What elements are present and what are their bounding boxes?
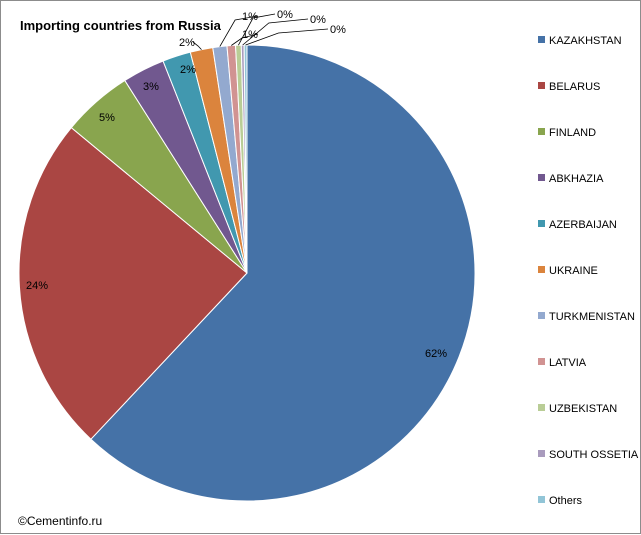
data-label-south-ossetia: 0% (310, 14, 326, 26)
leader-line-others (245, 28, 329, 46)
legend-swatch-abkhazia (538, 174, 545, 181)
legend-swatch-others (538, 496, 545, 503)
data-label-abkhazia: 3% (143, 81, 159, 93)
data-label-finland: 5% (99, 112, 115, 124)
legend-label-azerbaijan: AZERBAIJAN (549, 219, 617, 231)
legend-swatch-uzbekistan (538, 404, 545, 411)
legend-label-abkhazia: ABKHAZIA (549, 173, 604, 185)
pie-slice-kazakhstan (90, 44, 476, 502)
data-label-uzbekistan: 0% (277, 9, 293, 21)
pie-slices (18, 44, 476, 502)
leader-line-ukraine (192, 41, 202, 50)
legend-swatch-finland (538, 128, 545, 135)
leader-lines (192, 13, 329, 50)
legend-swatch-south-ossetia (538, 450, 545, 457)
legend-label-belarus: BELARUS (549, 81, 600, 93)
leader-line-south-ossetia (242, 18, 309, 46)
pie-slice-belarus (18, 126, 248, 440)
data-label-others: 0% (330, 24, 346, 36)
legend: KAZAKHSTAN BELARUS FINLAND ABKHAZIA AZERBAIJ… (538, 35, 639, 507)
data-label-belarus: 24% (26, 280, 48, 292)
chart-title: Importing countries from Russia (20, 18, 222, 33)
legend-swatch-ukraine (538, 266, 545, 273)
legend-label-ukraine: UKRAINE (549, 265, 598, 277)
data-label-latvia: 1% (242, 29, 258, 41)
pie-slice-others (243, 44, 248, 274)
leader-line-uzbekistan (238, 13, 276, 46)
data-label-ukraine: 2% (179, 37, 195, 49)
data-label-azerbaijan: 2% (180, 64, 196, 76)
legend-label-kazakhstan: KAZAKHSTAN (549, 35, 622, 47)
leader-line-turkmenistan (219, 15, 259, 47)
data-label-turkmenistan: 1% (242, 11, 258, 23)
legend-swatch-turkmenistan (538, 312, 545, 319)
legend-label-latvia: LATVIA (549, 357, 587, 369)
legend-swatch-kazakhstan (538, 36, 545, 43)
data-label-kazakhstan: 62% (425, 348, 447, 360)
legend-swatch-belarus (538, 82, 545, 89)
credit-text: ©Cementinfo.ru (18, 514, 102, 528)
legend-label-south-ossetia: SOUTH OSSETIA (549, 449, 639, 461)
data-labels: 62% 24% 5% 3% 2% 2% 1% 1% 0% 0% 0% (26, 9, 447, 360)
legend-label-finland: FINLAND (549, 127, 596, 139)
legend-label-others: Others (549, 495, 583, 507)
legend-label-turkmenistan: TURKMENISTAN (549, 311, 635, 323)
legend-label-uzbekistan: UZBEKISTAN (549, 403, 617, 415)
legend-swatch-azerbaijan (538, 220, 545, 227)
legend-swatch-latvia (538, 358, 545, 365)
